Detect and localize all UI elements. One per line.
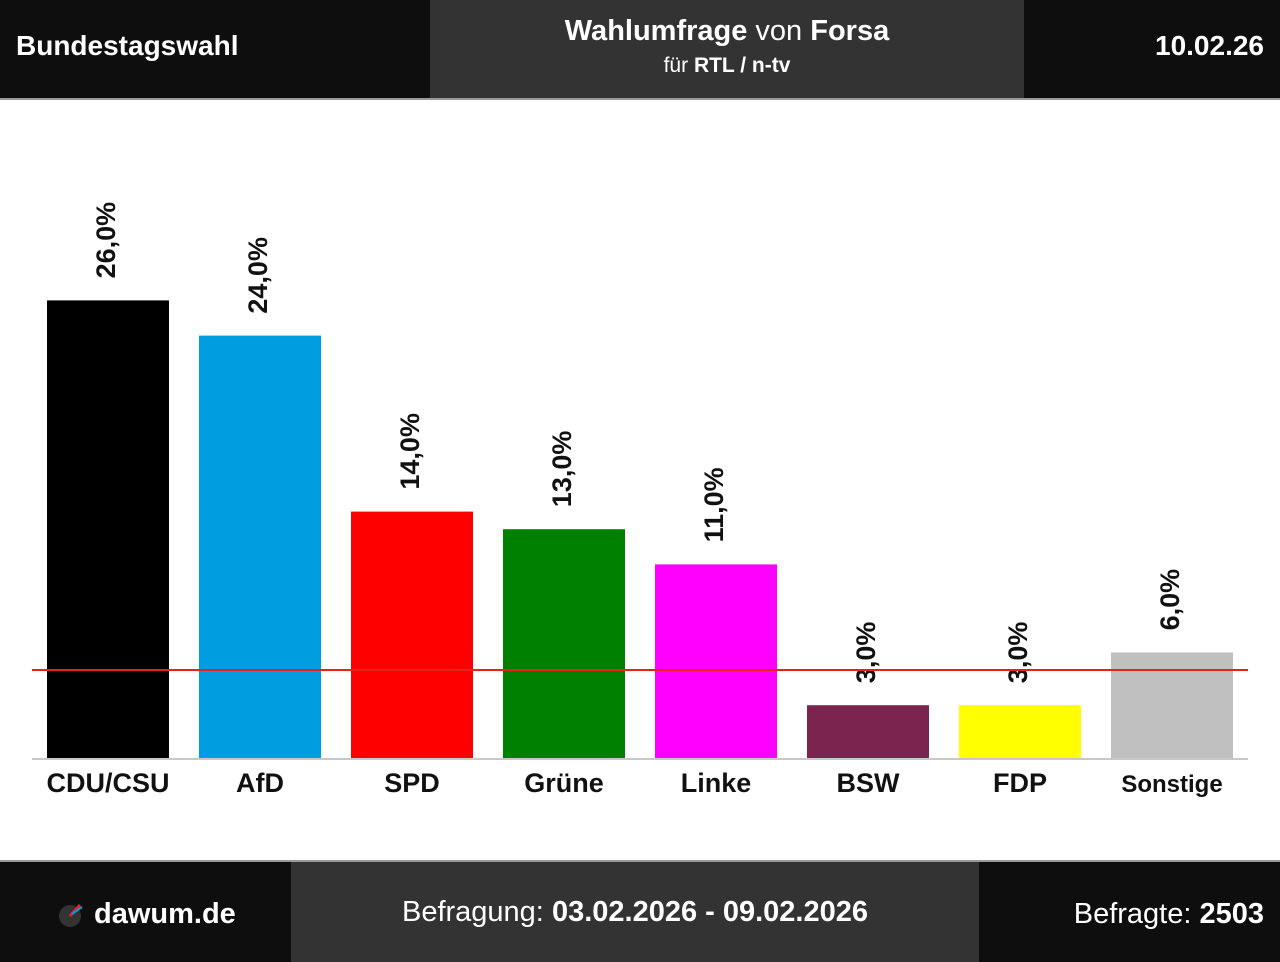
bar-3 [503, 529, 625, 758]
poll-title-box: Wahlumfrage von Forsa für RTL / n-tv [430, 0, 1024, 98]
value-label-6: 3,0% [1003, 622, 1033, 684]
site-logo-link[interactable]: dawum.de [58, 898, 236, 931]
category-label-6: FDP [993, 768, 1047, 798]
dawum-logo-icon [59, 903, 83, 927]
poll-date: 10.02.26 [1155, 30, 1264, 61]
category-label-0: CDU/CSU [46, 768, 169, 798]
bar-4 [655, 564, 777, 758]
category-label-5: BSW [837, 768, 901, 798]
category-label-4: Linke [681, 768, 752, 798]
site-name: dawum.de [94, 898, 236, 930]
value-label-2: 14,0% [395, 413, 425, 490]
respondent-count: Befragte: 2503 [1073, 898, 1264, 930]
bar-chart: 26,0% CDU/CSU 24,0% AfD 14,0% SPD 13,0% Grüne 11… [32, 202, 1248, 798]
header-bar: Bundestagswahl Wahlumfrage von Forsa für… [0, 0, 1280, 100]
category-label-1: AfD [236, 768, 284, 798]
bar-2 [351, 511, 473, 758]
footer-bar: dawum.de Befragung: 03.02.2026 - 09.02.2… [0, 860, 1280, 962]
value-label-5: 3,0% [851, 622, 881, 684]
category-label-7: Sonstige [1121, 771, 1222, 798]
election-title: Bundestagswahl [16, 30, 239, 61]
value-label-1: 24,0% [243, 237, 273, 314]
bar-1 [199, 335, 321, 758]
bar-0 [47, 300, 169, 758]
poll-client: für RTL / n-tv [663, 54, 791, 77]
value-label-3: 13,0% [547, 431, 577, 508]
bar-6 [959, 705, 1081, 758]
value-label-7: 6,0% [1155, 569, 1185, 631]
value-label-4: 11,0% [699, 467, 729, 542]
category-label-2: SPD [384, 768, 440, 798]
bar-7 [1111, 652, 1233, 758]
survey-period: Befragung: 03.02.2026 - 09.02.2026 [291, 862, 979, 962]
bar-5 [807, 705, 929, 758]
category-label-3: Grüne [524, 768, 604, 798]
poll-title: Wahlumfrage von Forsa [564, 15, 890, 47]
value-label-0: 26,0% [91, 202, 121, 279]
